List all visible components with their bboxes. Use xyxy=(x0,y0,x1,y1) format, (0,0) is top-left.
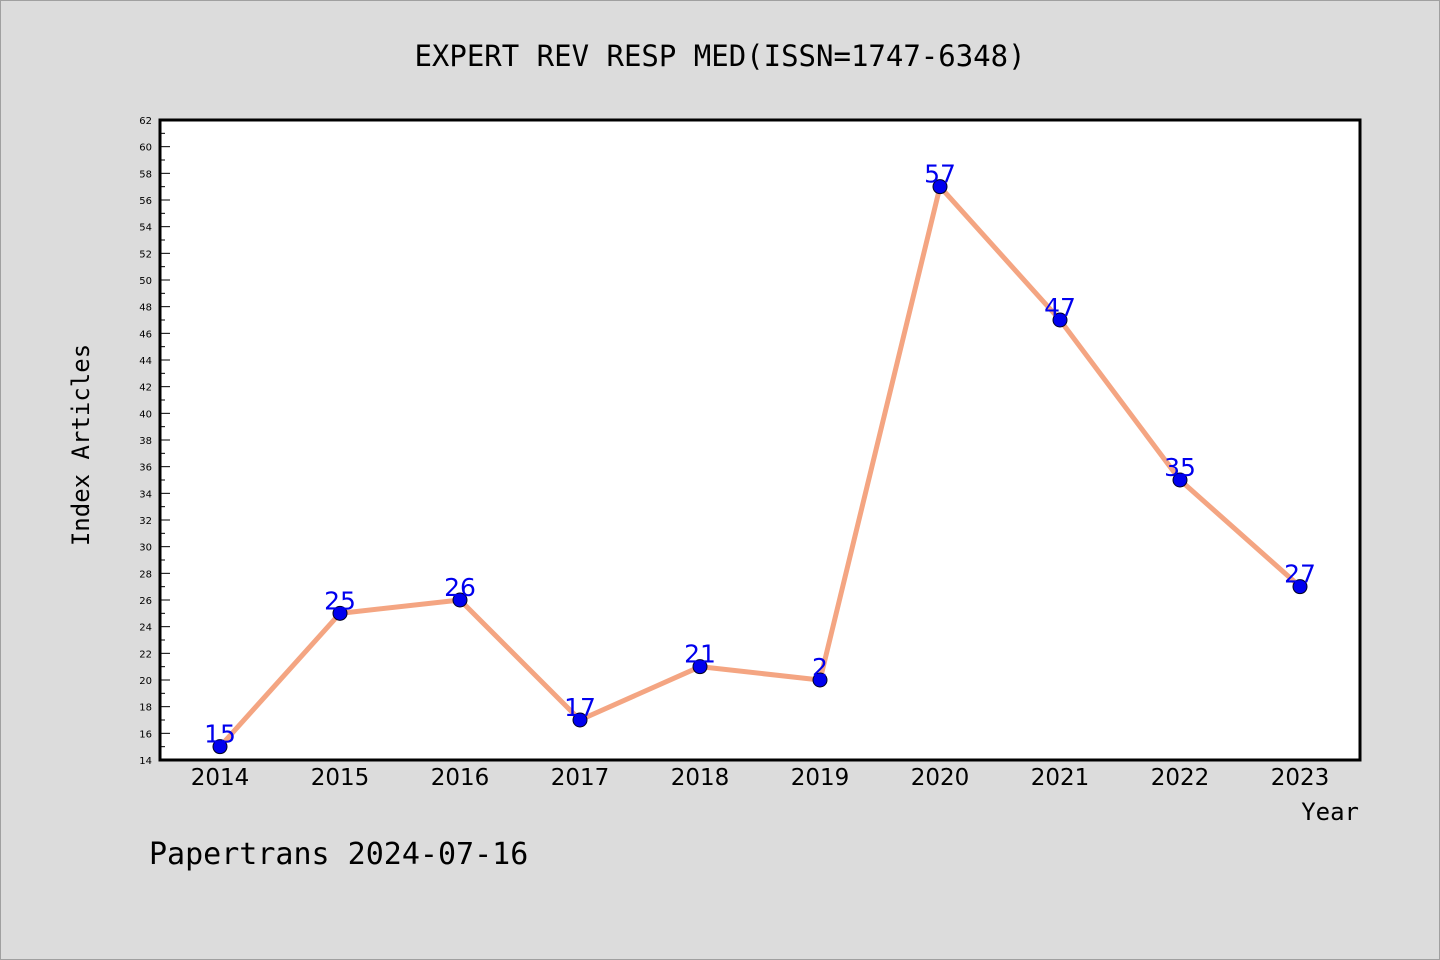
x-tick-label: 2018 xyxy=(671,765,730,791)
y-tick-label: 54 xyxy=(139,223,152,234)
y-tick-label: 58 xyxy=(139,169,152,180)
plot-border xyxy=(158,118,1362,762)
data-point xyxy=(1172,472,1188,488)
x-tick-label: 2014 xyxy=(191,765,250,791)
data-label: 17 xyxy=(564,693,596,722)
chart-title: EXPERT REV RESP MED(ISSN=1747-6348) xyxy=(414,39,1025,73)
x-axis-title: Year xyxy=(1301,798,1359,826)
y-tick-label: 28 xyxy=(139,569,152,580)
y-axis-tick-labels: 14 16 18 20 22 24 26 28 30 32 34 36 38 40 42 44 46 48 50 52… xyxy=(139,116,152,767)
data-label: 57 xyxy=(924,160,956,189)
x-tick-label: 2021 xyxy=(1031,765,1090,791)
data-label: 2 xyxy=(812,653,828,682)
data-labels: 15 25 26 17 21 2 57 47 35 27 xyxy=(204,160,1316,749)
data-point xyxy=(932,179,948,195)
data-label: 26 xyxy=(444,573,476,602)
x-tick-label: 2017 xyxy=(551,765,610,791)
x-tick-label: 2023 xyxy=(1271,765,1330,791)
data-label: 25 xyxy=(324,586,356,615)
y-tick-label: 50 xyxy=(139,276,152,287)
y-tick-label: 36 xyxy=(139,463,152,474)
plot-area xyxy=(160,120,1360,760)
y-tick-label: 18 xyxy=(139,703,152,714)
x-axis-tick-labels: 2014 2015 2016 2017 2018 2019 2020 2021 2022 2023 xyxy=(191,765,1330,791)
y-tick-label: 48 xyxy=(139,303,152,314)
series-line xyxy=(218,184,1302,749)
data-label: 15 xyxy=(204,720,236,749)
data-point xyxy=(1052,312,1068,328)
y-tick-label: 16 xyxy=(139,729,152,740)
data-point xyxy=(212,739,228,755)
data-point xyxy=(452,592,468,608)
x-tick-label: 2019 xyxy=(791,765,850,791)
data-point xyxy=(572,712,588,728)
y-tick-label: 24 xyxy=(139,623,152,634)
data-point xyxy=(812,672,828,688)
x-tick-label: 2016 xyxy=(431,765,490,791)
data-label: 47 xyxy=(1044,293,1076,322)
x-tick-label: 2020 xyxy=(911,765,970,791)
y-tick-label: 26 xyxy=(139,596,152,607)
y-tick-label: 30 xyxy=(139,543,152,554)
y-tick-label: 20 xyxy=(139,676,152,687)
y-axis-title: Index Articles xyxy=(67,344,95,546)
y-tick-label: 40 xyxy=(139,409,152,420)
footer-text: Papertrans 2024-07-16 xyxy=(149,837,528,872)
x-tick-label: 2015 xyxy=(311,765,370,791)
y-tick-label: 44 xyxy=(139,356,152,367)
data-label: 21 xyxy=(684,640,716,669)
y-tick-label: 56 xyxy=(139,196,152,207)
y-tick-label: 34 xyxy=(139,489,152,500)
data-points xyxy=(212,179,1308,755)
y-tick-label: 46 xyxy=(139,329,152,340)
y-tick-label: 42 xyxy=(139,383,152,394)
data-point xyxy=(1292,579,1308,595)
y-tick-label: 60 xyxy=(139,143,152,154)
y-tick-label: 22 xyxy=(139,649,152,660)
y-tick-label: 62 xyxy=(139,116,152,127)
x-tick-label: 2022 xyxy=(1151,765,1210,791)
y-tick-label: 32 xyxy=(139,516,152,527)
data-label: 27 xyxy=(1284,560,1316,589)
y-tick-label: 14 xyxy=(139,756,152,767)
y-tick-label: 38 xyxy=(139,436,152,447)
data-point xyxy=(332,605,348,621)
data-label: 35 xyxy=(1164,453,1196,482)
data-point xyxy=(692,659,708,675)
y-tick-label: 52 xyxy=(139,249,152,260)
